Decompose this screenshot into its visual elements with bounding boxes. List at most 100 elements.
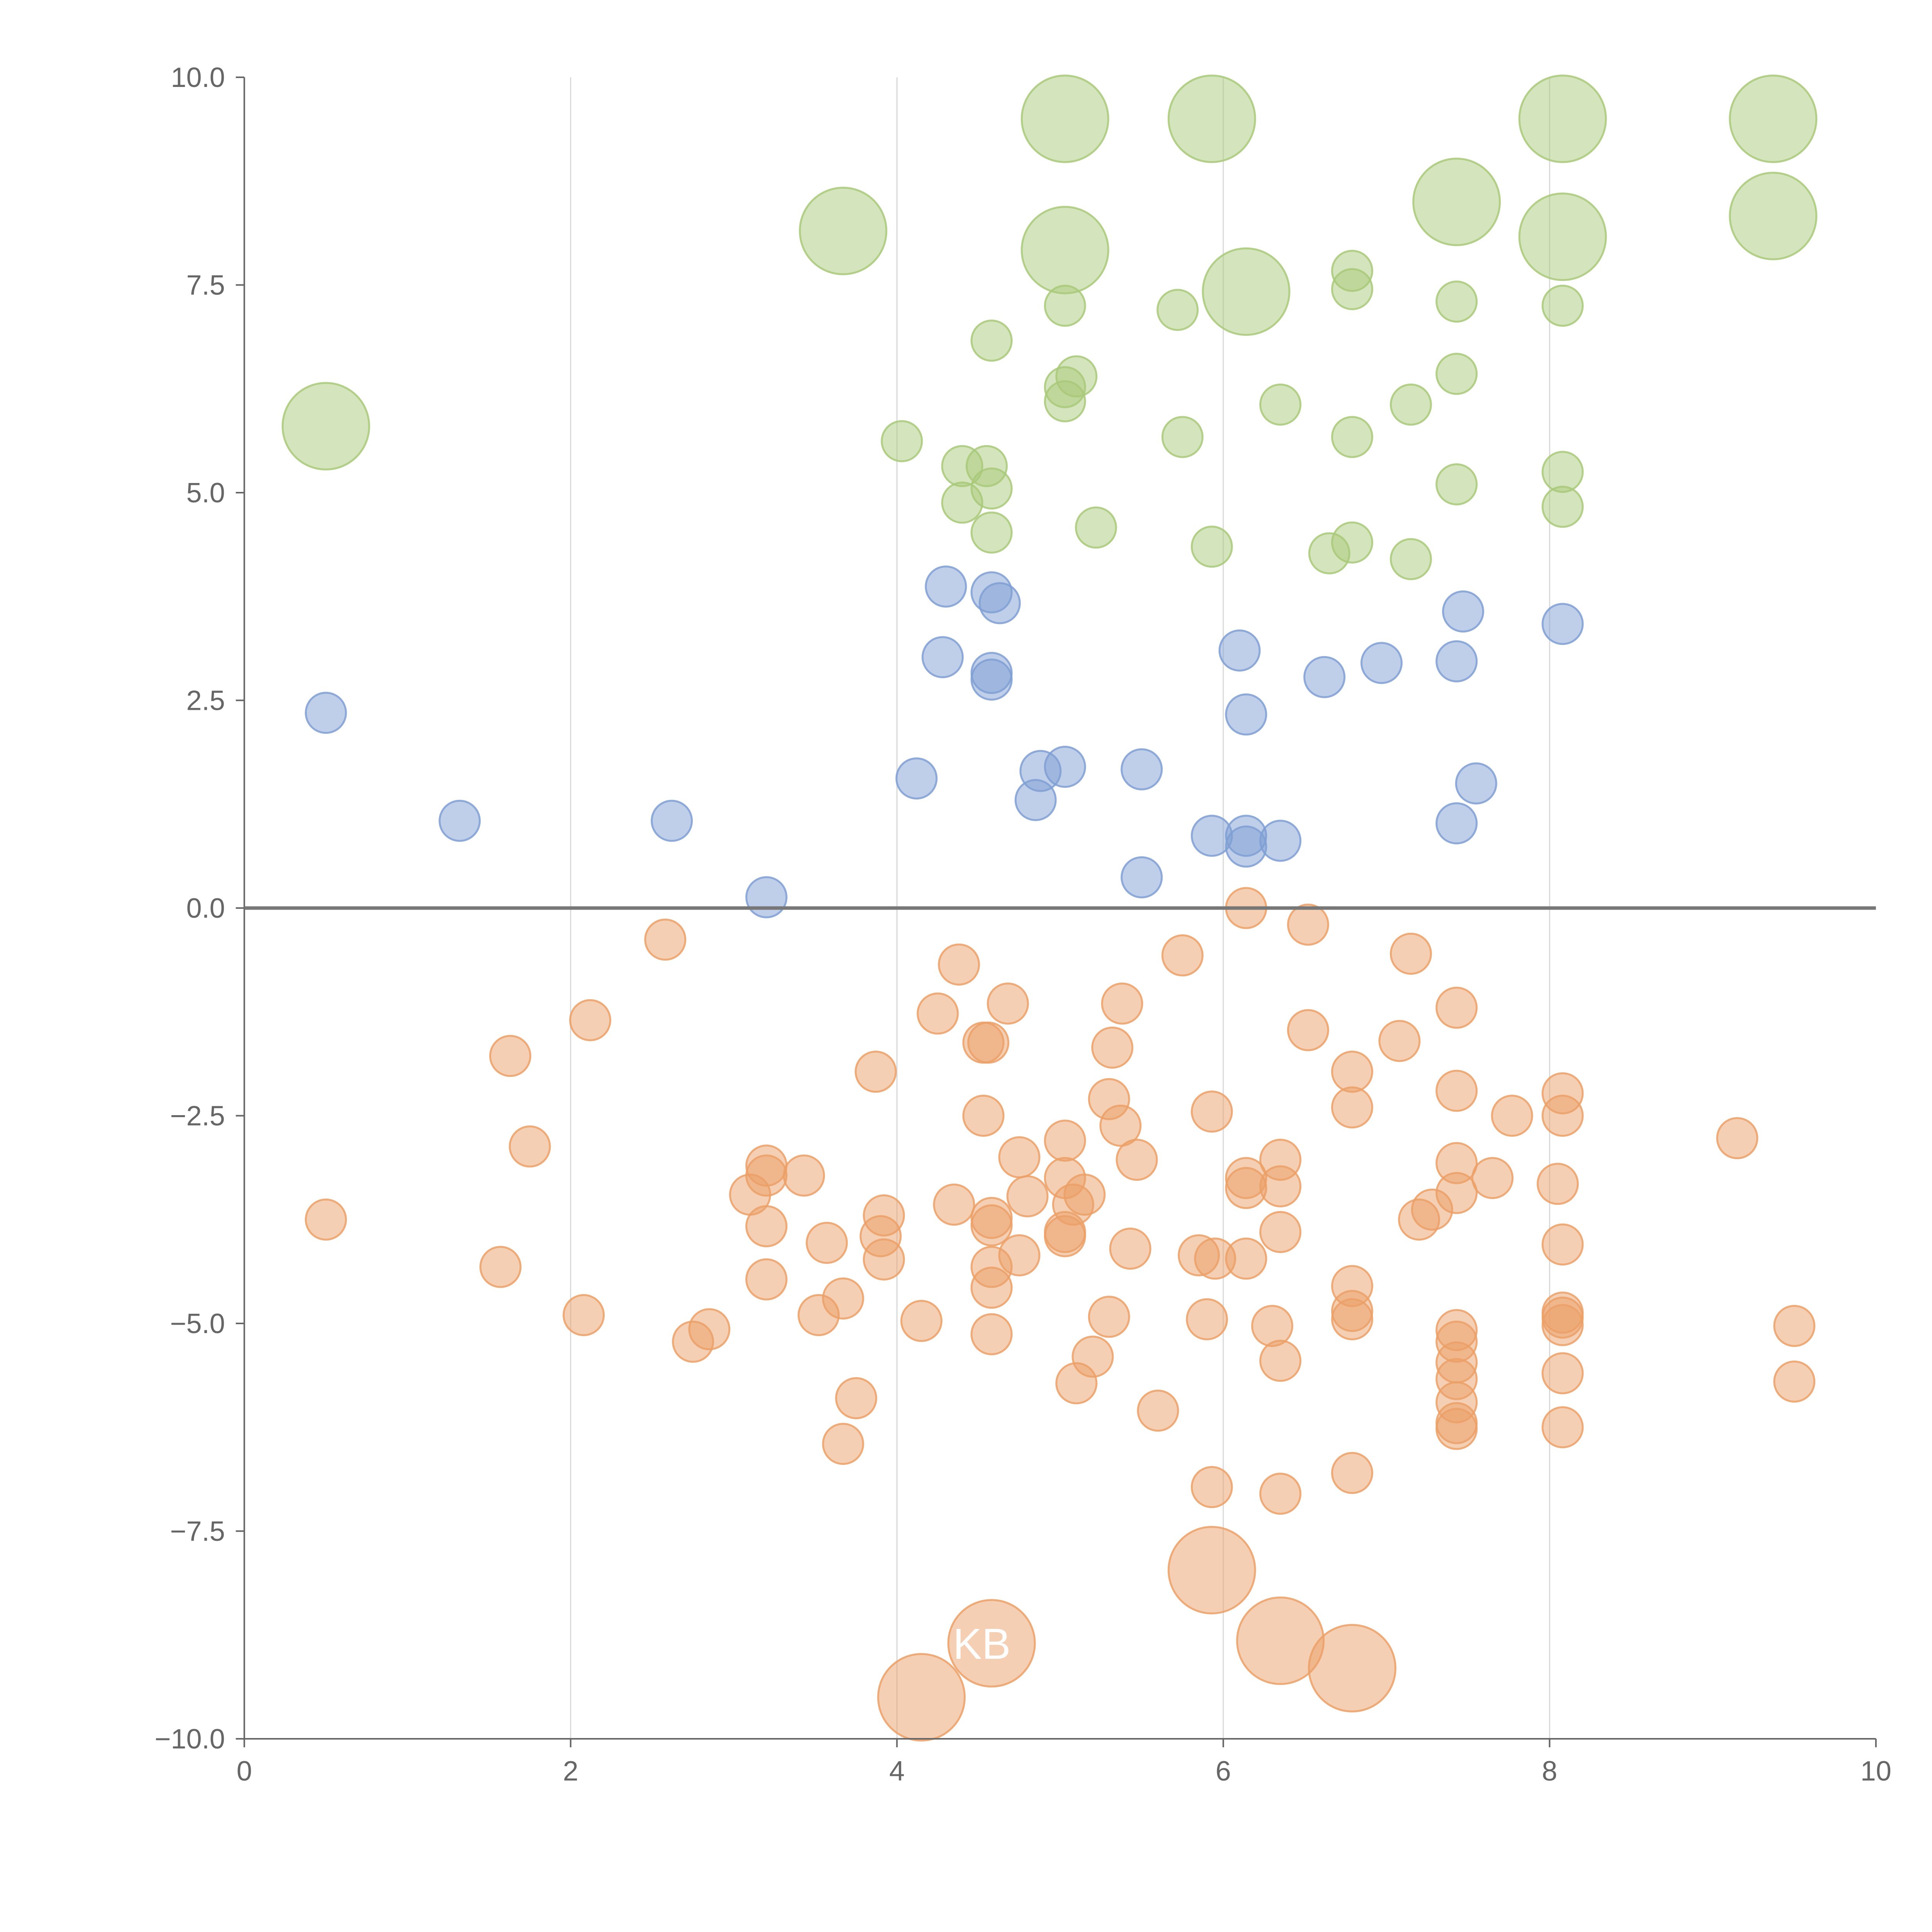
point-mid-27 — [1435, 802, 1478, 845]
point-low-32 — [970, 1204, 1013, 1247]
point-mid-13 — [1014, 779, 1057, 821]
point-low-103 — [1541, 1304, 1584, 1346]
point-high-39 — [1541, 486, 1584, 528]
x-tick-label-5: 10 — [1861, 1756, 1891, 1787]
point-low-75 — [1331, 1086, 1373, 1129]
point-low-71 — [1259, 1473, 1302, 1515]
point-low-96 — [1491, 1095, 1533, 1137]
point-low-84 — [1435, 986, 1478, 1029]
point-high-31 — [970, 511, 1013, 554]
point-labels: KB — [953, 1620, 1010, 1668]
point-high-32 — [1075, 506, 1117, 549]
point-high-33 — [1190, 526, 1233, 568]
x-tick-label-1: 2 — [563, 1756, 578, 1787]
point-low-50 — [1099, 1104, 1142, 1147]
point-low-94 — [1435, 1408, 1478, 1450]
point-mid-19 — [1259, 820, 1302, 862]
point-mid-12 — [1044, 746, 1086, 788]
y-tick-label-1: 7.5 — [186, 270, 225, 301]
point-low-49 — [1091, 1026, 1134, 1069]
point-low-19 — [822, 1423, 864, 1465]
point-low-23 — [863, 1238, 905, 1281]
axes — [243, 77, 1876, 1740]
point-low-40 — [1044, 1119, 1086, 1162]
point-low-36 — [986, 982, 1029, 1025]
point-low-6 — [644, 918, 687, 961]
point-low-81 — [1389, 932, 1432, 975]
point-mid-26 — [1455, 762, 1497, 804]
point-high-3 — [1167, 75, 1256, 163]
point-low-14 — [783, 1154, 825, 1197]
point-high-10 — [1202, 247, 1291, 336]
point-high-35 — [1331, 521, 1373, 564]
point-high-24 — [881, 420, 923, 463]
point-mid-2 — [651, 799, 693, 842]
point-low-47 — [1071, 1335, 1114, 1378]
point-mid-28 — [1541, 603, 1584, 645]
point-low-66 — [1251, 1304, 1293, 1347]
point-low-100 — [1541, 1223, 1584, 1266]
point-mid-20 — [1218, 629, 1261, 672]
point-low-34 — [970, 1267, 1013, 1309]
y-tick-label-4: 0.0 — [186, 893, 225, 924]
point-low-79 — [1331, 1452, 1373, 1494]
y-tick-label-5: −2.5 — [170, 1101, 225, 1132]
point-low-37 — [998, 1136, 1041, 1179]
point-high-17 — [970, 320, 1013, 362]
point-mid-1 — [439, 799, 481, 842]
axis-ticks: 0 2 4 6 8 10 10.0 7.5 5.0 2.5 0.0 −2.5 −5.0 −7.5 −10.0 — [155, 62, 1891, 1787]
point-mid-23 — [1360, 642, 1403, 684]
point-low-25 — [917, 992, 959, 1035]
point-low-108 — [1773, 1361, 1816, 1403]
point-low-97 — [1536, 1163, 1579, 1205]
point-low-17 — [822, 1277, 864, 1320]
point-mid-4 — [895, 757, 938, 800]
point-low-26 — [933, 1184, 975, 1226]
point-low-73 — [1287, 1009, 1329, 1051]
point-low-85 — [1435, 1070, 1478, 1112]
point-low-59 — [1190, 1090, 1233, 1133]
point-low-105 — [1541, 1406, 1584, 1449]
point-low-55 — [1137, 1389, 1179, 1432]
point-low-39 — [1006, 1175, 1049, 1218]
point-high-37 — [1435, 463, 1478, 505]
point-high-1 — [799, 187, 888, 276]
point-low-99 — [1541, 1095, 1584, 1137]
point-low-80 — [1378, 1020, 1421, 1062]
point-high-20 — [1044, 380, 1086, 422]
x-tick-label-4: 8 — [1542, 1756, 1557, 1787]
point-low-18 — [835, 1377, 878, 1419]
point-high-16 — [1541, 284, 1584, 327]
point-mid-21 — [1225, 693, 1267, 736]
point-low-38 — [998, 1234, 1041, 1277]
point-low-69 — [1259, 1211, 1302, 1253]
y-tick-label-2: 5.0 — [186, 478, 225, 509]
y-tick-label-0: 10.0 — [171, 62, 225, 93]
point-low-110 — [947, 1599, 1036, 1688]
point-low-72 — [1287, 903, 1329, 946]
point-low-4 — [563, 1294, 605, 1336]
y-tick-label-6: −5.0 — [170, 1308, 225, 1339]
point-mid-24 — [1435, 640, 1478, 682]
point-low-2 — [489, 1035, 532, 1077]
point-low-107 — [1773, 1304, 1816, 1347]
point-low-45 — [1063, 1173, 1106, 1216]
point-low-30 — [962, 1095, 1005, 1137]
point-high-12 — [1331, 268, 1373, 310]
point-mid-22 — [1303, 656, 1346, 698]
point-low-54 — [1116, 1138, 1158, 1181]
point-high-2 — [1020, 75, 1109, 163]
point-low-106 — [1716, 1117, 1759, 1160]
point-high-22 — [1389, 383, 1432, 426]
point-high-9 — [1020, 206, 1109, 294]
point-high-25 — [1161, 416, 1204, 458]
point-low-112 — [1308, 1624, 1396, 1713]
point-low-0 — [304, 1198, 347, 1241]
point-low-58 — [1186, 1298, 1228, 1340]
point-low-74 — [1331, 1051, 1373, 1093]
point-high-4 — [1518, 75, 1607, 163]
x-tick-label-3: 6 — [1216, 1756, 1231, 1787]
point-high-36 — [1389, 538, 1432, 580]
point-low-12 — [745, 1205, 787, 1247]
